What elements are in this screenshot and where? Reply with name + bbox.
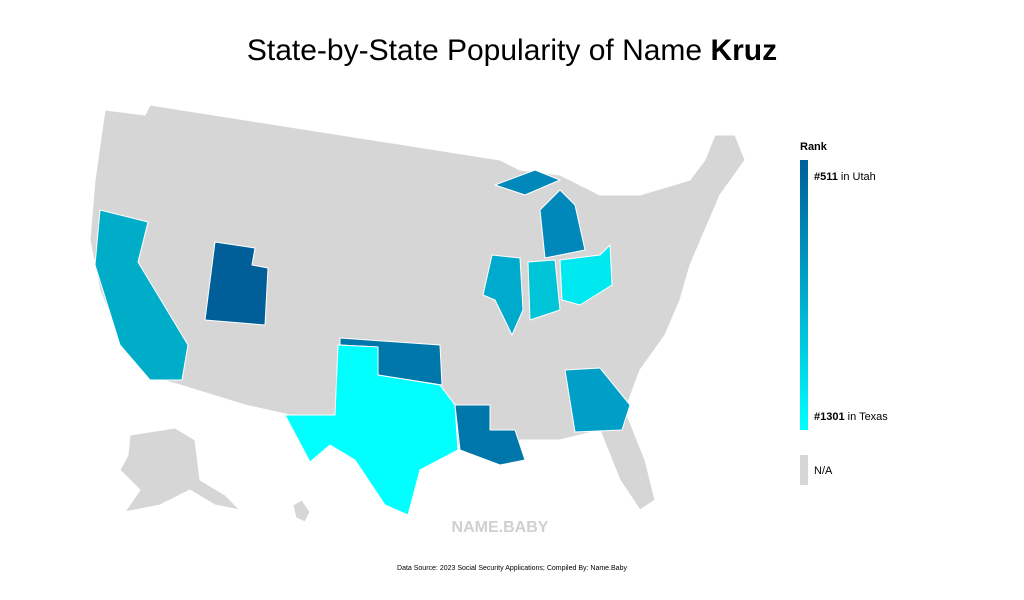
title: State-by-State Popularity of Name Kruz (247, 34, 777, 67)
louisiana (454, 404, 526, 466)
alaska (119, 427, 241, 513)
legend-bottom-rank: #1301 (814, 411, 845, 423)
michigan-upper (494, 169, 561, 196)
title-text: State-by-State Popularity of Name (247, 34, 711, 67)
georgia (564, 367, 631, 433)
ohio (559, 244, 613, 306)
illinois (482, 254, 524, 336)
legend-bottom-state: in Texas (845, 411, 889, 423)
legend-top-rank: #511 (814, 171, 838, 183)
map (89, 104, 746, 523)
legend-top-state: in Utah (838, 171, 876, 183)
california (94, 209, 189, 381)
legend-bottom: #1301 in Texas (814, 411, 888, 423)
source: Data Source: 2023 Social Security Applic… (397, 565, 627, 572)
texas (284, 344, 459, 516)
legend-title: Rank (800, 141, 828, 153)
legend-top: #511 in Utah (814, 171, 876, 183)
legend: Rank #511 in Utah #1301 in Texas N/A (800, 141, 888, 485)
michigan-lower (539, 189, 586, 259)
utah (204, 241, 269, 326)
legend-gradient (800, 160, 808, 430)
legend-na-swatch (800, 455, 808, 485)
legend-na: N/A (814, 465, 833, 477)
title-name: Kruz (710, 34, 777, 67)
indiana (527, 259, 561, 321)
hawaii (292, 499, 311, 523)
watermark: NAME.BABY (452, 519, 549, 536)
